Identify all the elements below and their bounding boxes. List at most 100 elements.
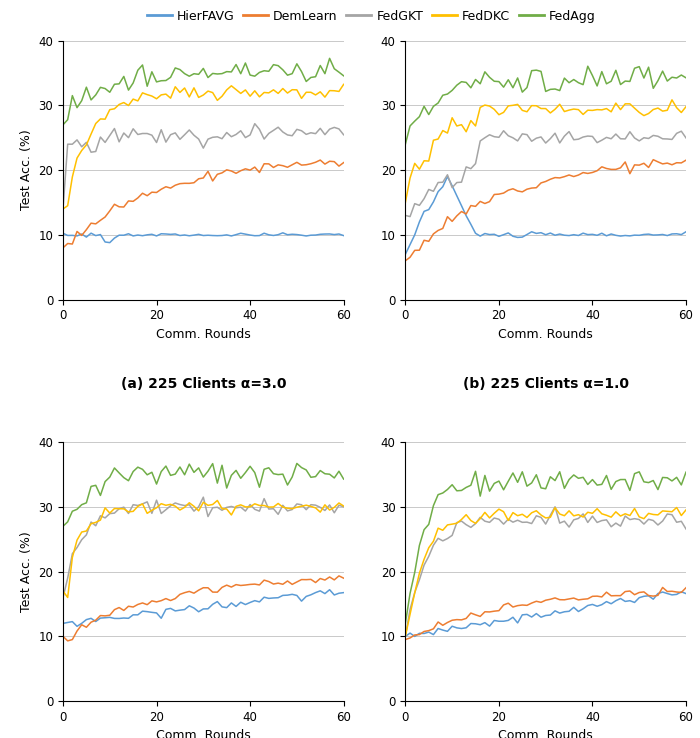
HierFAVG (443, 172, 452, 181)
DemLearn (401, 256, 410, 265)
FedDKC (499, 108, 508, 117)
FedAgg (457, 77, 466, 86)
Line: DemLearn: DemLearn (63, 160, 344, 248)
HierFAVG (59, 619, 67, 628)
FedAgg (649, 476, 657, 485)
DemLearn (659, 583, 667, 592)
HierFAVG (326, 585, 334, 594)
FedAgg (556, 467, 564, 476)
FedGKT (471, 159, 480, 168)
HierFAVG (682, 227, 690, 236)
FedGKT (406, 212, 414, 221)
X-axis label: Comm. Rounds: Comm. Rounds (498, 729, 593, 738)
FedAgg (115, 469, 123, 477)
FedDKC (570, 105, 578, 114)
DemLearn (645, 591, 653, 600)
HierFAVG (340, 588, 348, 597)
FedGKT (115, 504, 123, 513)
FedGKT (115, 137, 123, 146)
DemLearn (302, 160, 310, 169)
FedGKT (467, 523, 475, 532)
FedDKC (228, 81, 236, 90)
FedDKC (125, 101, 133, 110)
FedDKC (237, 500, 245, 509)
FedDKC (129, 507, 137, 516)
HierFAVG (232, 230, 240, 239)
FedDKC (682, 506, 690, 514)
HierFAVG (401, 250, 410, 259)
FedDKC (302, 88, 310, 97)
HierFAVG (129, 232, 137, 241)
Text: (a) 225 Clients α=3.0: (a) 225 Clients α=3.0 (120, 377, 286, 391)
DemLearn (64, 636, 72, 645)
FedGKT (682, 525, 690, 534)
FedAgg (504, 477, 512, 486)
FedAgg (467, 481, 475, 490)
FedAgg (302, 77, 310, 86)
FedDKC (209, 88, 217, 97)
HierFAVG (162, 605, 170, 614)
FedDKC (499, 507, 508, 516)
HierFAVG (129, 610, 137, 619)
FedGKT (232, 503, 240, 512)
FedGKT (125, 134, 133, 142)
FedAgg (228, 67, 236, 76)
FedGKT (579, 133, 587, 142)
FedGKT (682, 134, 690, 142)
HierFAVG (471, 619, 480, 628)
DemLearn (570, 593, 578, 602)
HierFAVG (162, 230, 170, 238)
Line: FedAgg: FedAgg (405, 472, 686, 624)
HierFAVG (279, 228, 287, 237)
Line: HierFAVG: HierFAVG (63, 232, 344, 243)
FedGKT (649, 516, 657, 525)
Line: FedAgg: FedAgg (63, 463, 344, 526)
FedGKT (307, 500, 315, 509)
FedGKT (556, 519, 564, 528)
Line: FedDKC: FedDKC (405, 100, 686, 202)
HierFAVG (504, 229, 512, 238)
FedAgg (115, 80, 123, 89)
FedGKT (560, 131, 568, 140)
FedAgg (682, 468, 690, 477)
FedGKT (551, 503, 559, 511)
FedAgg (649, 84, 657, 93)
FedAgg (293, 459, 301, 468)
DemLearn (467, 201, 475, 210)
FedGKT (59, 204, 67, 213)
FedDKC (59, 204, 67, 213)
Line: FedGKT: FedGKT (63, 124, 344, 209)
FedDKC (115, 100, 123, 109)
FedAgg (340, 72, 348, 80)
DemLearn (340, 158, 348, 167)
FedDKC (645, 509, 653, 518)
FedAgg (457, 486, 466, 495)
FedAgg (125, 86, 133, 94)
FedDKC (64, 593, 72, 602)
HierFAVG (307, 590, 315, 599)
FedGKT (457, 517, 466, 525)
FedAgg (401, 139, 410, 148)
Line: DemLearn: DemLearn (405, 159, 686, 261)
DemLearn (551, 593, 559, 602)
FedGKT (213, 503, 221, 511)
HierFAVG (462, 211, 470, 220)
DemLearn (232, 580, 240, 589)
Line: FedDKC: FedDKC (63, 500, 344, 598)
Text: (b) 225 Clients α=1.0: (b) 225 Clients α=1.0 (463, 377, 629, 391)
FedAgg (157, 76, 165, 85)
FedGKT (401, 211, 410, 220)
DemLearn (457, 615, 466, 624)
Line: HierFAVG: HierFAVG (405, 176, 686, 255)
FedDKC (340, 502, 348, 511)
FedDKC (673, 503, 681, 512)
FedGKT (125, 509, 133, 518)
FedDKC (218, 504, 226, 513)
HierFAVG (213, 231, 221, 240)
Line: FedGKT: FedGKT (405, 507, 686, 636)
HierFAVG (574, 607, 582, 616)
FedDKC (668, 95, 676, 104)
FedGKT (228, 132, 236, 141)
HierFAVG (649, 230, 657, 239)
HierFAVG (401, 632, 410, 641)
